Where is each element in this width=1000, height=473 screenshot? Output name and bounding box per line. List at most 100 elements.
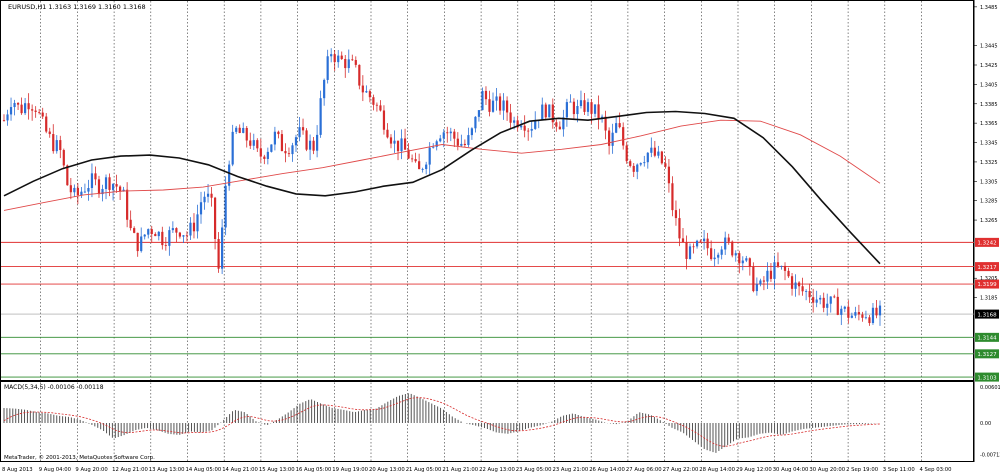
macd-histogram: 0.00601 0.00 -0.00713 (3, 385, 1000, 459)
candle-body (734, 253, 737, 256)
price-level-tag (975, 262, 999, 272)
candle-body (140, 236, 143, 252)
candle-body (766, 270, 769, 282)
candle-body (136, 232, 139, 252)
candle-body (126, 189, 129, 220)
candle-body (62, 150, 65, 166)
candle-body (453, 131, 456, 139)
candle-body (319, 98, 322, 135)
candle-body (692, 246, 695, 248)
candle-body (228, 164, 231, 186)
candle-body (583, 100, 586, 112)
candle-body (569, 101, 572, 103)
candle-body (523, 125, 526, 131)
candle-body (375, 104, 379, 106)
candle-body (189, 222, 192, 236)
candle-body (819, 297, 822, 300)
candle-body (502, 100, 505, 111)
candle-body (38, 111, 41, 113)
candle-body (861, 314, 864, 318)
candle-body (301, 127, 305, 131)
candle-body (572, 101, 576, 115)
candle-body (2, 120, 6, 122)
candle-body (544, 104, 547, 118)
candle-body (829, 296, 832, 304)
candle-body (565, 102, 568, 118)
candle-body (724, 237, 727, 250)
candle-body (206, 193, 210, 197)
candle-body (481, 90, 484, 111)
candle-body (161, 231, 164, 246)
candle-body (24, 103, 27, 114)
candle-body (857, 312, 860, 315)
candle-body (590, 102, 593, 114)
candle-body (840, 308, 843, 315)
candle-body (133, 228, 136, 233)
candle-body (66, 165, 69, 186)
candle-body (727, 237, 730, 242)
candle-body (467, 135, 470, 146)
price-axis-label: 1.3345 (980, 141, 998, 147)
candle-body (650, 147, 653, 153)
candle-body (308, 140, 312, 150)
candle-body (368, 91, 371, 98)
price-axis-label: 1.3485 (980, 5, 998, 11)
candle-body (805, 291, 808, 292)
candle-body (439, 138, 442, 142)
candle-body (224, 185, 227, 228)
candle-body (741, 260, 744, 264)
candle-body (287, 153, 291, 155)
candle-body (87, 188, 90, 192)
candle-body (31, 109, 34, 111)
candle-body (379, 105, 382, 111)
candle-body (154, 234, 157, 237)
price-axis-label: 1.3445 (980, 44, 998, 50)
candle-body (203, 196, 206, 203)
candle-body (530, 128, 533, 131)
candle-body (294, 137, 298, 146)
candle-body (298, 127, 301, 138)
candle-body (622, 127, 625, 146)
candle-body (410, 158, 414, 160)
price-levels: 1.3242 1.3217 1.3199 1.3144 1.3127 1.3103 1.31… (1, 237, 999, 382)
candle-body (361, 85, 364, 93)
candle-body (752, 266, 755, 292)
candle-body (477, 110, 481, 117)
price-axis: 1.3485 1.3445 1.3425 1.3405 1.3385 1.3365 1.33… (974, 5, 998, 302)
candle-body (688, 246, 692, 259)
macd-axis-label: 0.00601 (980, 385, 1000, 391)
candle-body (678, 218, 681, 239)
candle-body (664, 163, 667, 167)
time-axis-label: 29 Aug 12:00 (736, 467, 772, 473)
candle-body (632, 165, 635, 172)
candle-body (826, 303, 829, 308)
candle-body (470, 128, 474, 136)
price-axis-label: 1.3425 (980, 63, 998, 69)
candle-body (836, 296, 839, 315)
candle-body (231, 131, 234, 165)
time-axis-label: 20 Aug 13:00 (369, 467, 405, 473)
candle-body (20, 104, 23, 114)
candle-body (646, 152, 649, 163)
candle-body (808, 291, 811, 298)
time-axis-label: 16 Aug 05:00 (296, 467, 332, 473)
candle-body (221, 227, 224, 269)
price-axis-label: 1.3185 (980, 296, 998, 302)
candle-body (150, 229, 153, 235)
candle-body (80, 191, 83, 196)
macd-title: MACD(5,34,5) -0.00106 -0.00118 (4, 384, 104, 391)
candle-body (604, 116, 607, 131)
candle-body (667, 166, 671, 184)
ma-fast-line (3, 110, 881, 265)
time-axis-label: 9 Aug 04:00 (39, 467, 72, 473)
candle-body (403, 138, 407, 150)
candle-body (351, 59, 354, 61)
candle-body (505, 100, 509, 113)
candle-body (491, 100, 495, 112)
candle-body (611, 132, 614, 146)
candle-body (83, 191, 87, 193)
candle-body (495, 96, 498, 101)
candle-body (854, 312, 857, 316)
candle-body (446, 132, 449, 134)
